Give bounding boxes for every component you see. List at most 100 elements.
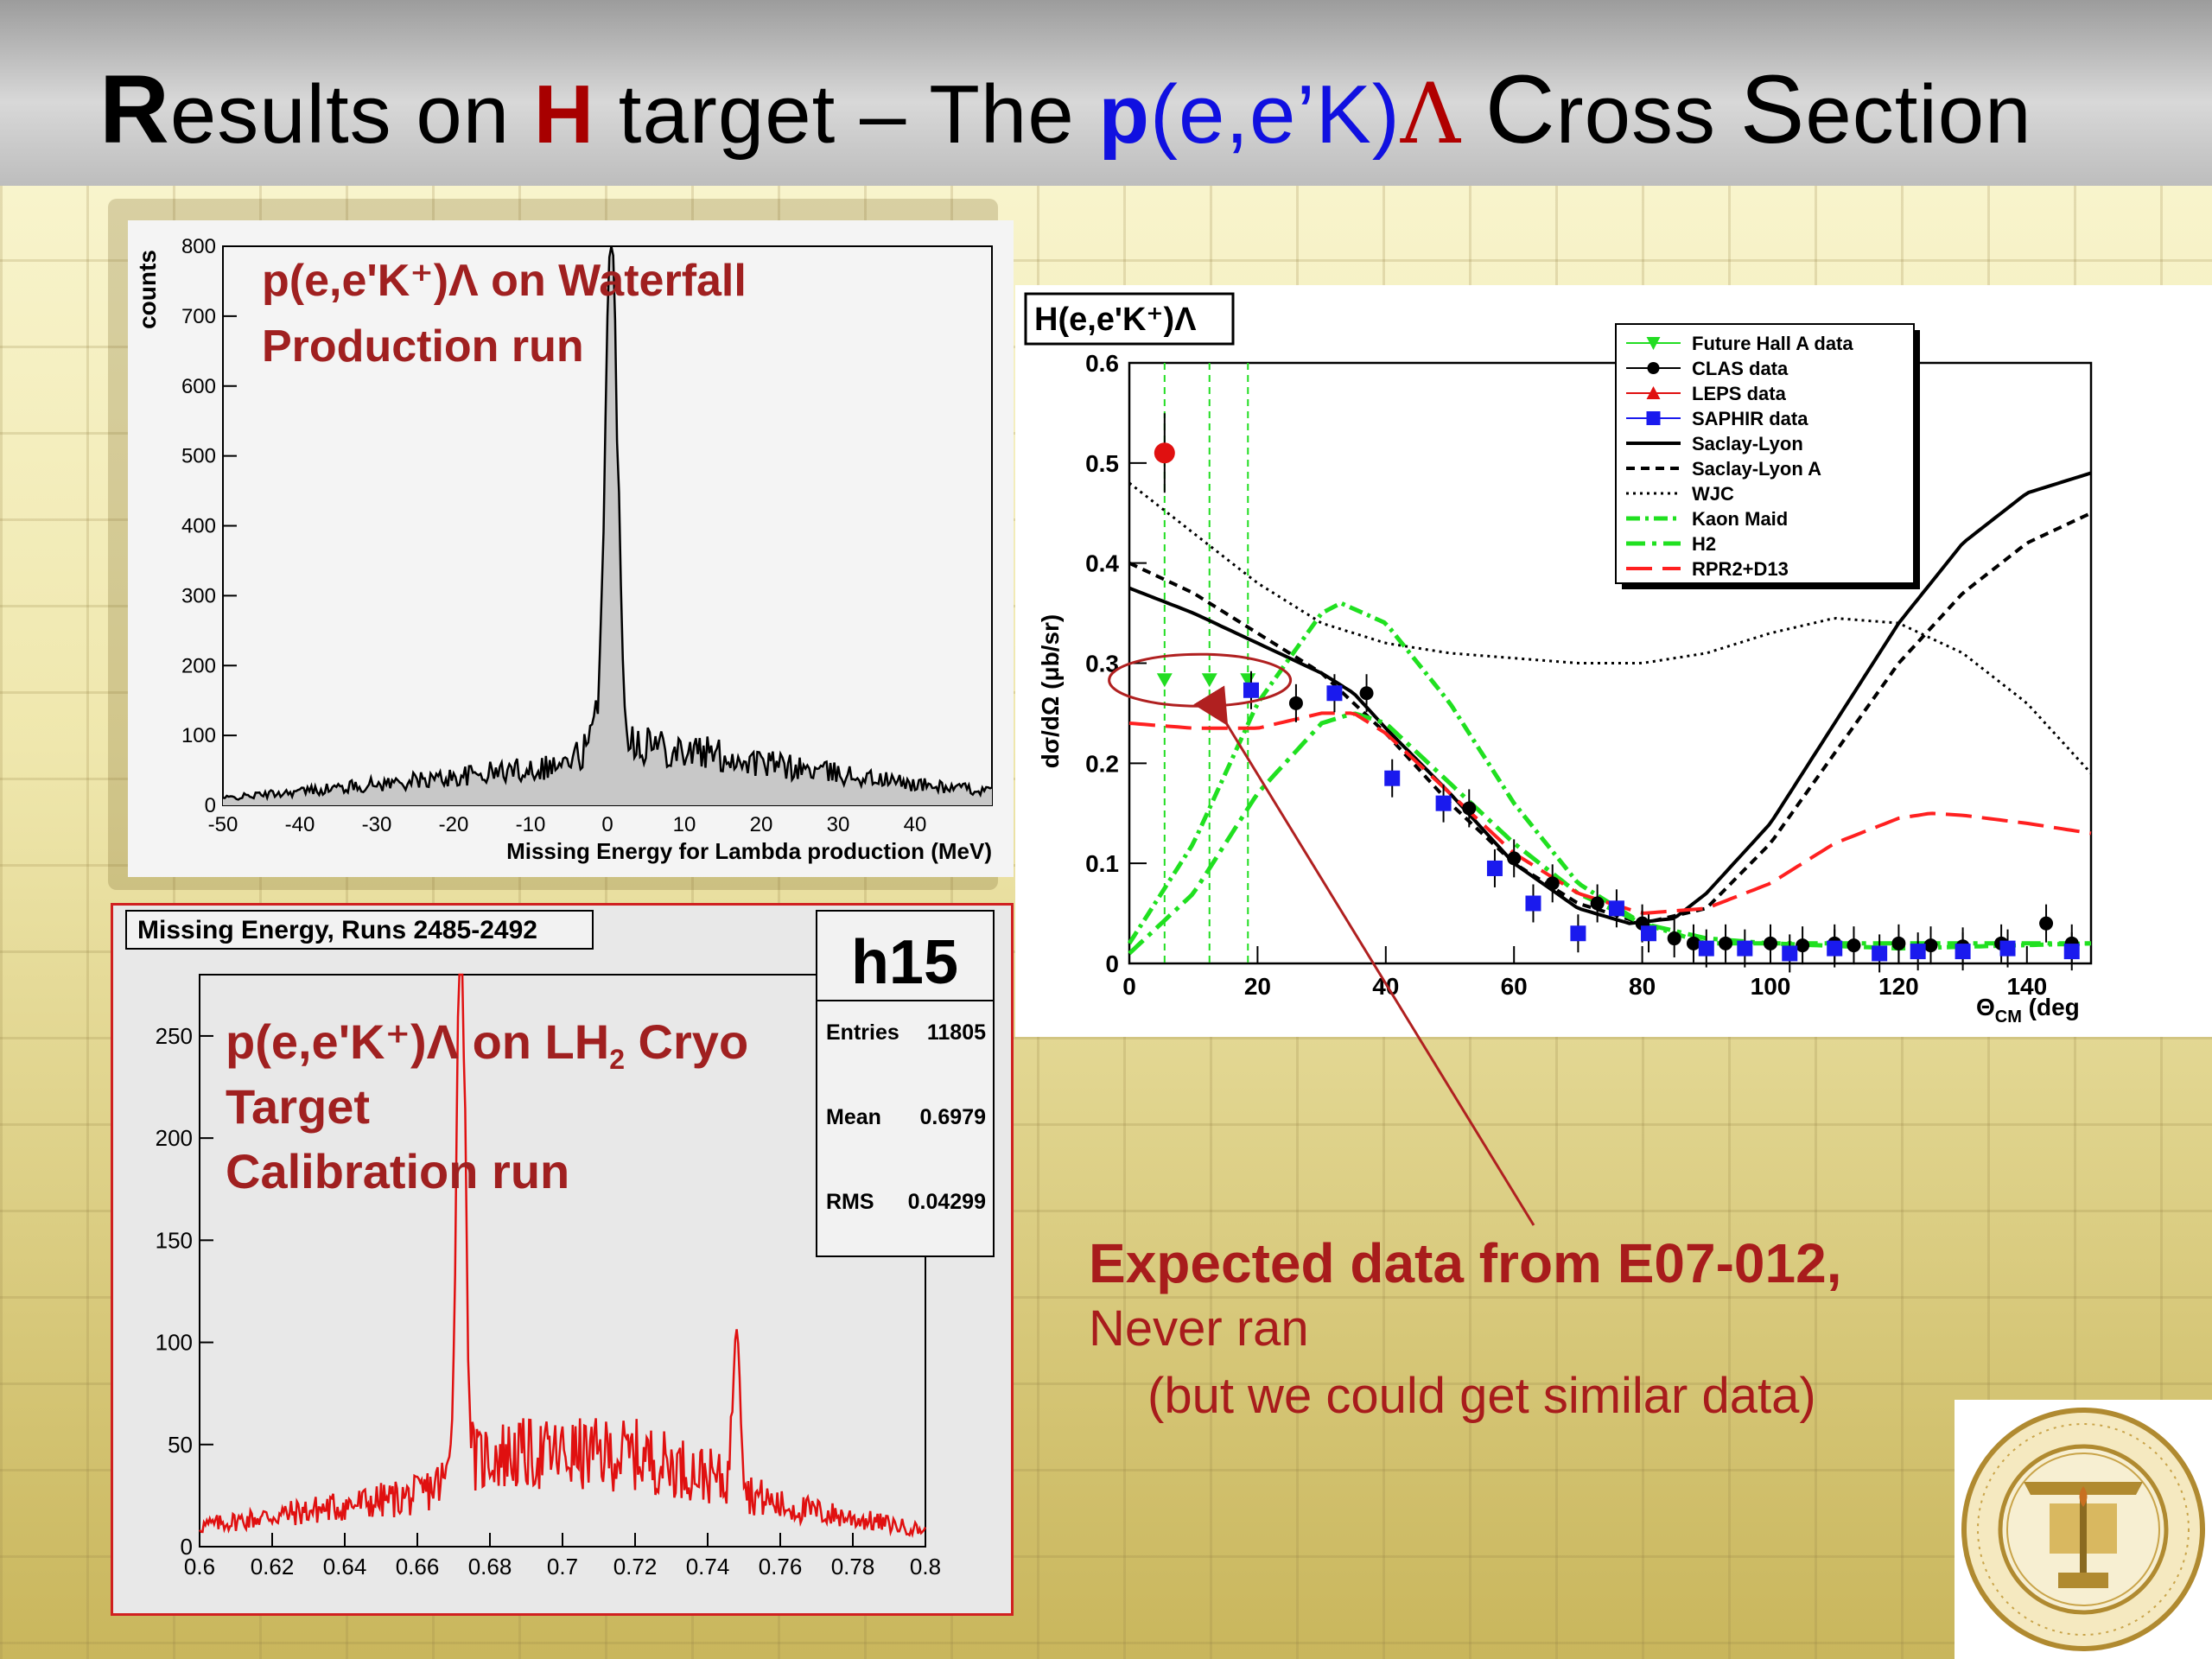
lh2-histogram-panel: 0 50 100 150 200 250 0.6 0.62 0.64 0.66 0.68 0.7 0.7… xyxy=(111,903,1014,1616)
x-tick-label: 0.64 xyxy=(323,1554,367,1580)
stat-title: Missing Energy, Runs 2485-2492 xyxy=(137,916,537,944)
lh2-histogram: 0 50 100 150 200 250 0.6 0.62 0.64 0.66 0.68 0.7 0.7… xyxy=(125,910,995,1580)
y-tick-label: 0.2 xyxy=(1085,750,1119,777)
x-tick-label: 10 xyxy=(673,813,696,836)
legend-label: SAPHIR data xyxy=(1692,408,1808,429)
point-clas-data xyxy=(1796,938,1810,953)
y-tick-label: 300 xyxy=(181,584,216,607)
stats-box xyxy=(816,910,995,1257)
x-tick-label: 30 xyxy=(827,813,850,836)
point-clas-data xyxy=(1686,936,1700,950)
y-tick-label: 200 xyxy=(181,654,216,677)
legend-marker xyxy=(1646,411,1661,425)
point-clas-data xyxy=(1764,936,1777,950)
x-tick-label: 0 xyxy=(601,813,613,836)
waterfall-overlay-line2: Production run xyxy=(262,321,584,372)
x-tick-label: -20 xyxy=(439,813,469,836)
caption-line1: Expected data from E07-012, xyxy=(1089,1232,1842,1294)
y-tick-label: 700 xyxy=(181,305,216,328)
point-clas-data xyxy=(1891,936,1906,950)
title-bar: Results on H target – The p(e,e’K)Λ Cros… xyxy=(0,0,2212,186)
point-saphir-data xyxy=(1525,895,1541,912)
x-axis-label: ΘCM (deg xyxy=(1976,994,2080,1027)
plot-title-box xyxy=(1024,292,1235,346)
y-tick-label: 500 xyxy=(181,445,216,468)
point-saphir-data xyxy=(1435,795,1452,811)
point-clas-data xyxy=(1590,896,1605,911)
y-axis-label: dσ/dΩ (μb/sr) xyxy=(1037,614,1064,769)
x-axis-label: Missing Energy for Lambda production (Me… xyxy=(506,838,992,864)
point-clas-data xyxy=(1719,936,1733,950)
x-tick-label: -10 xyxy=(516,813,546,836)
cross-section-plot: H(e,e'K⁺)Λ00.10.20.30.40.50.60 20 40 60 80 10… xyxy=(1024,292,2093,1027)
point-saphir-data xyxy=(1570,925,1586,942)
point-future-hall-a-data xyxy=(1156,673,1173,688)
point-saphir-data xyxy=(1608,900,1624,917)
point-saphir-data xyxy=(1910,944,1926,960)
university-seal-icon xyxy=(1955,1400,2212,1659)
point-clas-data xyxy=(2039,916,2054,931)
x-tick-label: 80 xyxy=(1629,973,1656,1000)
legend-label: RPR2+D13 xyxy=(1692,558,1789,580)
cross-section-panel: H(e,e'K⁺)Λ 0 0.1 0.2 0.3 0.4 0.5 0.6 0 20 40 60 80 10… xyxy=(1015,285,2212,1037)
x-tick-label: 140 xyxy=(2006,973,2047,1000)
x-tick-label: 20 xyxy=(1244,973,1271,1000)
caption-line3: (but we could get similar data) xyxy=(1147,1368,1816,1424)
series-line-saclay-lyon-a xyxy=(1128,511,2092,925)
y-tick-label: 0 xyxy=(1105,950,1119,977)
y-tick-label: 0 xyxy=(205,794,216,817)
legend-label: Saclay-Lyon A xyxy=(1692,458,1821,480)
point-saphir-data xyxy=(1827,940,1843,957)
series-line-saclay-lyon xyxy=(1128,471,2092,925)
lh2-overlay-line2: Target xyxy=(226,1079,370,1134)
legend-label: WJC xyxy=(1692,483,1734,505)
point-future-hall-a-data xyxy=(1201,673,1217,688)
y-tick-label: 150 xyxy=(156,1227,193,1253)
y-tick-label: 50 xyxy=(168,1432,193,1458)
x-tick-label: 20 xyxy=(750,813,773,836)
legend-marker xyxy=(1646,386,1661,399)
waterfall-histogram-panel: 0 100 200 300 400 500 600 700 800 -50 -40 -30 -20 -10… xyxy=(128,220,1014,877)
point-clas-data xyxy=(1507,851,1522,866)
legend-label: Future Hall A data xyxy=(1692,333,1853,354)
x-tick-label: 0.6 xyxy=(184,1554,215,1580)
point-clas-data xyxy=(1847,938,1861,953)
x-tick-label: 120 xyxy=(1878,973,1919,1000)
stat-value: 11805 xyxy=(927,1020,986,1045)
waterfall-overlay-line1: p(e,e'K⁺)Λ on Waterfall xyxy=(262,256,747,306)
caption-block: Expected data from E07-012, Never ran (b… xyxy=(1089,1231,1841,1430)
stat-title-box xyxy=(125,910,594,950)
caption-line2: Never ran xyxy=(1089,1300,1309,1357)
point-clas-data xyxy=(1359,686,1374,701)
x-tick-label: 0.78 xyxy=(831,1554,875,1580)
x-tick-label: 0.66 xyxy=(396,1554,440,1580)
x-tick-label: 40 xyxy=(904,813,927,836)
point-clas-data xyxy=(1923,938,1938,953)
plot-frame xyxy=(1128,361,2093,965)
y-tick-label: 0.1 xyxy=(1085,850,1119,877)
point-clas-data xyxy=(1462,801,1477,816)
plot-frame xyxy=(199,974,926,1548)
x-tick-label: -50 xyxy=(208,813,238,836)
x-tick-label: -40 xyxy=(285,813,315,836)
point-saphir-data xyxy=(1486,860,1503,876)
x-tick-label: 60 xyxy=(1501,973,1528,1000)
histogram-line xyxy=(199,973,927,1539)
stat-value: 0.6979 xyxy=(920,1105,986,1129)
x-tick-label: 0.76 xyxy=(759,1554,803,1580)
point-saphir-data xyxy=(1698,940,1714,957)
point-saphir-data xyxy=(1384,770,1401,786)
point-saphir-data xyxy=(1737,940,1753,957)
point-saphir-data xyxy=(1641,925,1657,942)
slide-title: Results on H target – The p(e,e’K)Λ Cros… xyxy=(99,55,2032,163)
point-saphir-data xyxy=(1955,944,1971,960)
y-tick-label: 100 xyxy=(181,724,216,747)
lh2-overlay-line1: p(e,e'K⁺)Λ on LH2 Cryo xyxy=(226,1014,749,1076)
stat-label: Entries xyxy=(826,1020,899,1045)
x-tick-label: 0 xyxy=(1122,973,1136,1000)
legend-marker xyxy=(1647,362,1660,374)
legend-label: LEPS data xyxy=(1692,383,1787,404)
legend-label: Kaon Maid xyxy=(1692,508,1788,530)
histogram-line xyxy=(222,245,993,802)
